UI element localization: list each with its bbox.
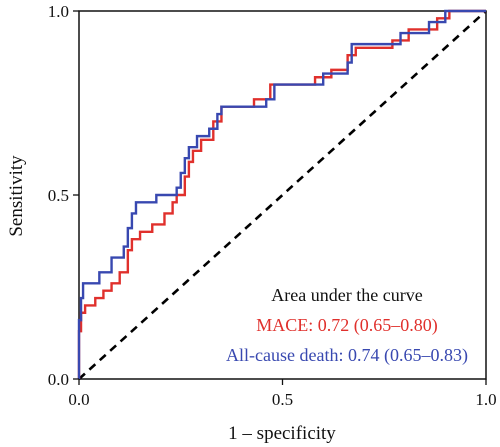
x-axis-label: 1 – specificity xyxy=(228,423,336,444)
ticks-layer: 0.0 0.5 1.0 0.0 0.5 1.0 xyxy=(48,2,497,409)
x-tick-label: 0.5 xyxy=(272,390,293,409)
roc-line-all-cause-death xyxy=(77,9,486,379)
y-tick-label: 1.0 xyxy=(48,2,69,21)
x-tick-label: 0.0 xyxy=(68,390,89,409)
reference-diagonal-line xyxy=(78,10,487,380)
y-tick-label: 0.0 xyxy=(48,370,69,389)
roc-line-mace xyxy=(77,9,486,379)
legend-title: Area under the curve xyxy=(271,285,422,305)
legend-entry-all-cause-death: All-cause death: 0.74 (0.65–0.83) xyxy=(226,345,468,366)
legend: Area under the curve MACE: 0.72 (0.65–0.… xyxy=(226,285,468,366)
x-tick-label: 1.0 xyxy=(475,390,496,409)
legend-entry-mace: MACE: 0.72 (0.65–0.80) xyxy=(256,315,438,336)
y-tick-label: 0.5 xyxy=(48,186,69,205)
y-axis-label: Sensitivity xyxy=(6,155,27,237)
